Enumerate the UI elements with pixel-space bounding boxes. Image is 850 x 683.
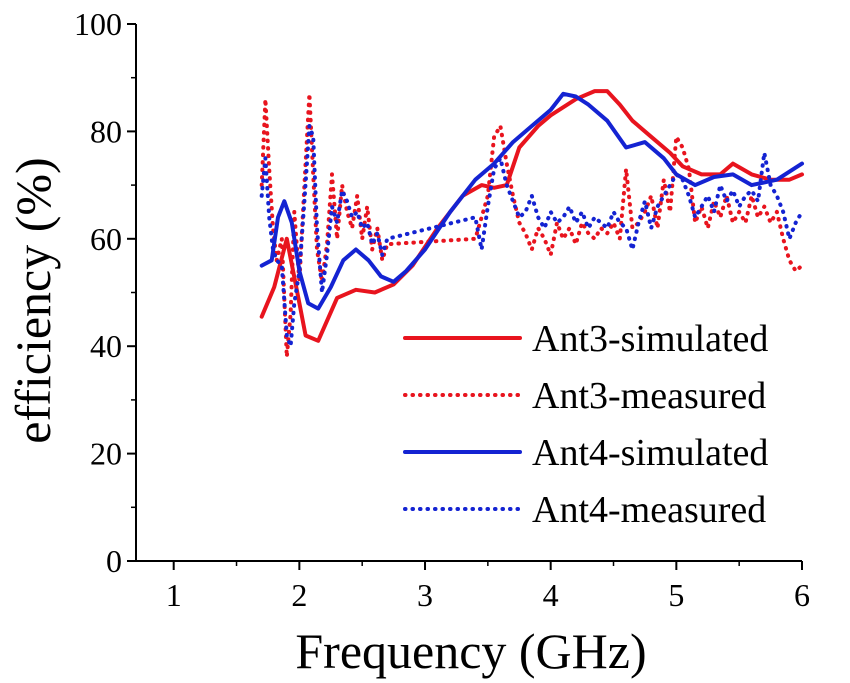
series-layer [259, 89, 804, 359]
x-tick-label: 6 [794, 577, 810, 613]
y-axis-title: efficiency (%) [5, 157, 61, 443]
legend-label-ant4-simulated: Ant4-simulated [532, 432, 768, 474]
series-line-ant3-simulated [259, 89, 804, 343]
x-tick-label: 3 [417, 577, 433, 613]
y-tick-label: 60 [90, 221, 122, 257]
y-tick-label: 20 [90, 436, 122, 472]
y-tick-label: 100 [74, 6, 122, 42]
legend-label-ant4-measured: Ant4-measured [532, 489, 766, 531]
y-tick-label: 0 [106, 543, 122, 579]
x-tick-label: 2 [291, 577, 307, 613]
y-tick-label: 40 [90, 328, 122, 364]
plot-frame [135, 24, 802, 562]
legend-label-ant3-measured: Ant3-measured [532, 375, 766, 417]
y-tick-label: 80 [90, 113, 122, 149]
series-line-ant4-simulated [259, 91, 804, 311]
legend-label-ant3-simulated: Ant3-simulated [532, 318, 768, 360]
series-line-ant4-measured [259, 124, 804, 349]
x-tick-label: 4 [543, 577, 559, 613]
x-tick-label: 1 [166, 577, 182, 613]
x-axis-title: Frequency (GHz) [295, 623, 646, 679]
x-tick-label: 5 [668, 577, 684, 613]
legend: Ant3-simulated Ant3-measured Ant4-simulate… [403, 318, 768, 531]
